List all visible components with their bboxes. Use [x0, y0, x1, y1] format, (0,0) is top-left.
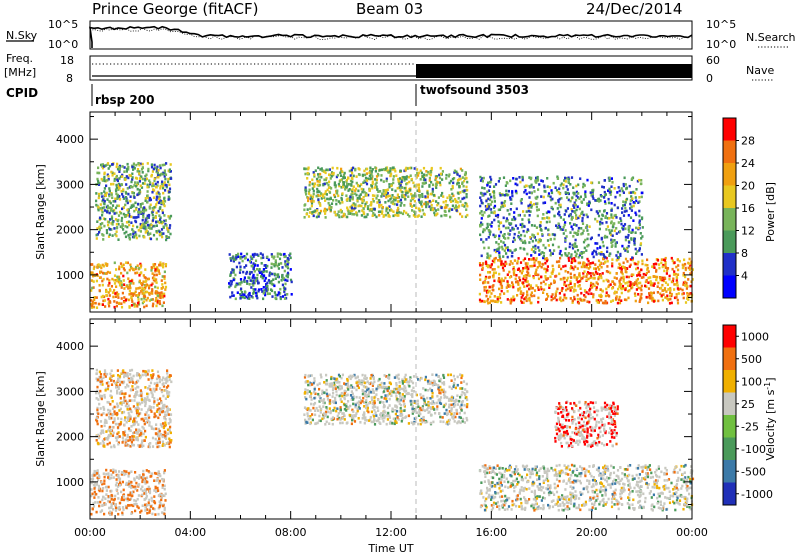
nsky-label: N.Sky: [6, 29, 38, 42]
velocity-scatter: [90, 368, 695, 516]
time-xlabel: Time UT: [367, 542, 413, 554]
colorbar-swatch: [723, 415, 736, 438]
station-title: Prince George (fitACF): [92, 0, 258, 18]
y-tick-label: 2000: [56, 431, 84, 444]
x-tick-label: 12:00: [375, 526, 407, 539]
colorbar-tick-label: 100: [741, 375, 762, 388]
power-region: [479, 175, 644, 260]
colorbar-swatch: [723, 140, 736, 164]
freq-unit-label: [MHz]: [4, 66, 36, 79]
colorbar-swatch: [723, 370, 736, 393]
y-tick-label: 4000: [56, 340, 84, 353]
power-colorbar: 4 8 12 16 20 24 28: [722, 117, 755, 299]
nsky-tick-top: 10^5: [48, 18, 78, 31]
vel-region: [478, 463, 695, 512]
colorbar-tick-label: -100: [741, 443, 766, 456]
cpid-row: CPID rbsp 200 twofsound 3503: [6, 83, 529, 107]
power-scatter: [90, 162, 694, 309]
colorbar-swatch: [723, 230, 736, 254]
colorbar-swatch: [723, 253, 736, 276]
colorbar-swatch: [723, 208, 736, 231]
colorbar-tick-label: -25: [741, 420, 759, 433]
vel-region: [554, 400, 619, 449]
power-region: [303, 166, 469, 219]
colorbar-tick-label: -500: [741, 465, 766, 478]
power-ylabel: Slant Range [km]: [34, 164, 47, 260]
colorbar-swatch: [723, 482, 736, 506]
y-tick-label: 2000: [56, 224, 84, 237]
y-tick-label: 1000: [56, 269, 84, 282]
colorbar-tick-label: 16: [741, 202, 755, 215]
freq-tick-top: 18: [60, 54, 74, 67]
power-region: [478, 256, 694, 305]
vel-region: [303, 373, 469, 426]
colorbar-tick-label: -1000: [741, 488, 773, 501]
colorbar-swatch: [723, 163, 736, 186]
colorbar-tick-label: 1000: [741, 330, 769, 343]
x-tick-label: 08:00: [275, 526, 307, 539]
freq-panel: Freq. [MHz] 18 8 60 0 Nave: [4, 52, 774, 85]
colorbar-swatch: [723, 118, 736, 141]
cpid-label: CPID: [6, 86, 38, 100]
velocity-ylabel: Slant Range [km]: [34, 371, 47, 467]
colorbar-swatch: [723, 392, 736, 416]
date-title: 24/Dec/2014: [586, 0, 682, 18]
colorbar-tick-label: 25: [741, 398, 755, 411]
x-tick-label: 04:00: [174, 526, 206, 539]
power-region: [228, 252, 293, 301]
nave-tick-top: 60: [706, 54, 720, 67]
noise-panel: N.Sky 10^5 10^0 10^5 10^0 N.Search: [6, 18, 796, 51]
velocity-panel: 1000 2000 3000 4000 00:00 04:00 08:00 12:00 16:…: [34, 318, 777, 554]
y-tick-label: 4000: [56, 133, 84, 146]
freq-dense-block: [416, 64, 692, 78]
y-tick-label: 1000: [56, 476, 84, 489]
nave-tick-bottom: 0: [706, 72, 713, 85]
freq-tick-bottom: 8: [66, 72, 73, 85]
nave-label: Nave: [746, 64, 774, 77]
colorbar-swatch: [723, 185, 736, 209]
y-tick-label: 3000: [56, 385, 84, 398]
vel-region: [90, 468, 167, 516]
x-tick-label: 00:00: [676, 526, 708, 539]
power-region: [95, 162, 173, 242]
nsearch-label: N.Search: [746, 31, 796, 44]
colorbar-swatch: [723, 347, 736, 371]
colorbar-tick-label: 12: [741, 225, 755, 238]
freq-label: Freq.: [6, 52, 33, 65]
x-tick-label: 20:00: [576, 526, 608, 539]
colorbar-tick-label: 28: [741, 135, 755, 148]
x-tick-label: 00:00: [74, 526, 106, 539]
colorbar-swatch: [723, 460, 736, 483]
power-region: [90, 261, 168, 309]
colorbar-swatch: [723, 275, 736, 299]
velocity-colorbar: 1000 500 100 25 -25 -100 -500 -1000: [722, 324, 773, 506]
noise-sky-line: [89, 25, 693, 48]
colorbar-tick-label: 8: [741, 247, 748, 260]
colorbar-tick-label: 24: [741, 157, 755, 170]
nsky-tick-bottom: 10^0: [48, 38, 78, 51]
colorbar-tick-label: 20: [741, 180, 755, 193]
nsearch-tick-top: 10^5: [706, 18, 736, 31]
cpid-segment-1: rbsp 200: [95, 93, 154, 107]
cpid-segment-2: twofsound 3503: [420, 83, 529, 97]
noise-search-line: [89, 27, 693, 40]
power-panel: 1000 2000 3000 4000 Slant Range [km] 4 8 12 16…: [34, 111, 777, 313]
colorbar-tick-label: 4: [741, 270, 748, 283]
y-tick-label: 3000: [56, 178, 84, 191]
colorbar-swatch: [723, 437, 736, 461]
beam-title: Beam 03: [356, 0, 423, 18]
colorbar-swatch: [723, 325, 736, 348]
power-colorbar-label: Power [dB]: [764, 182, 777, 242]
vel-region: [95, 368, 173, 449]
nsearch-tick-bottom: 10^0: [706, 38, 736, 51]
velocity-colorbar-label: Velocity [m s-1]: [763, 377, 777, 460]
x-tick-label: 16:00: [475, 526, 507, 539]
colorbar-tick-label: 500: [741, 353, 762, 366]
